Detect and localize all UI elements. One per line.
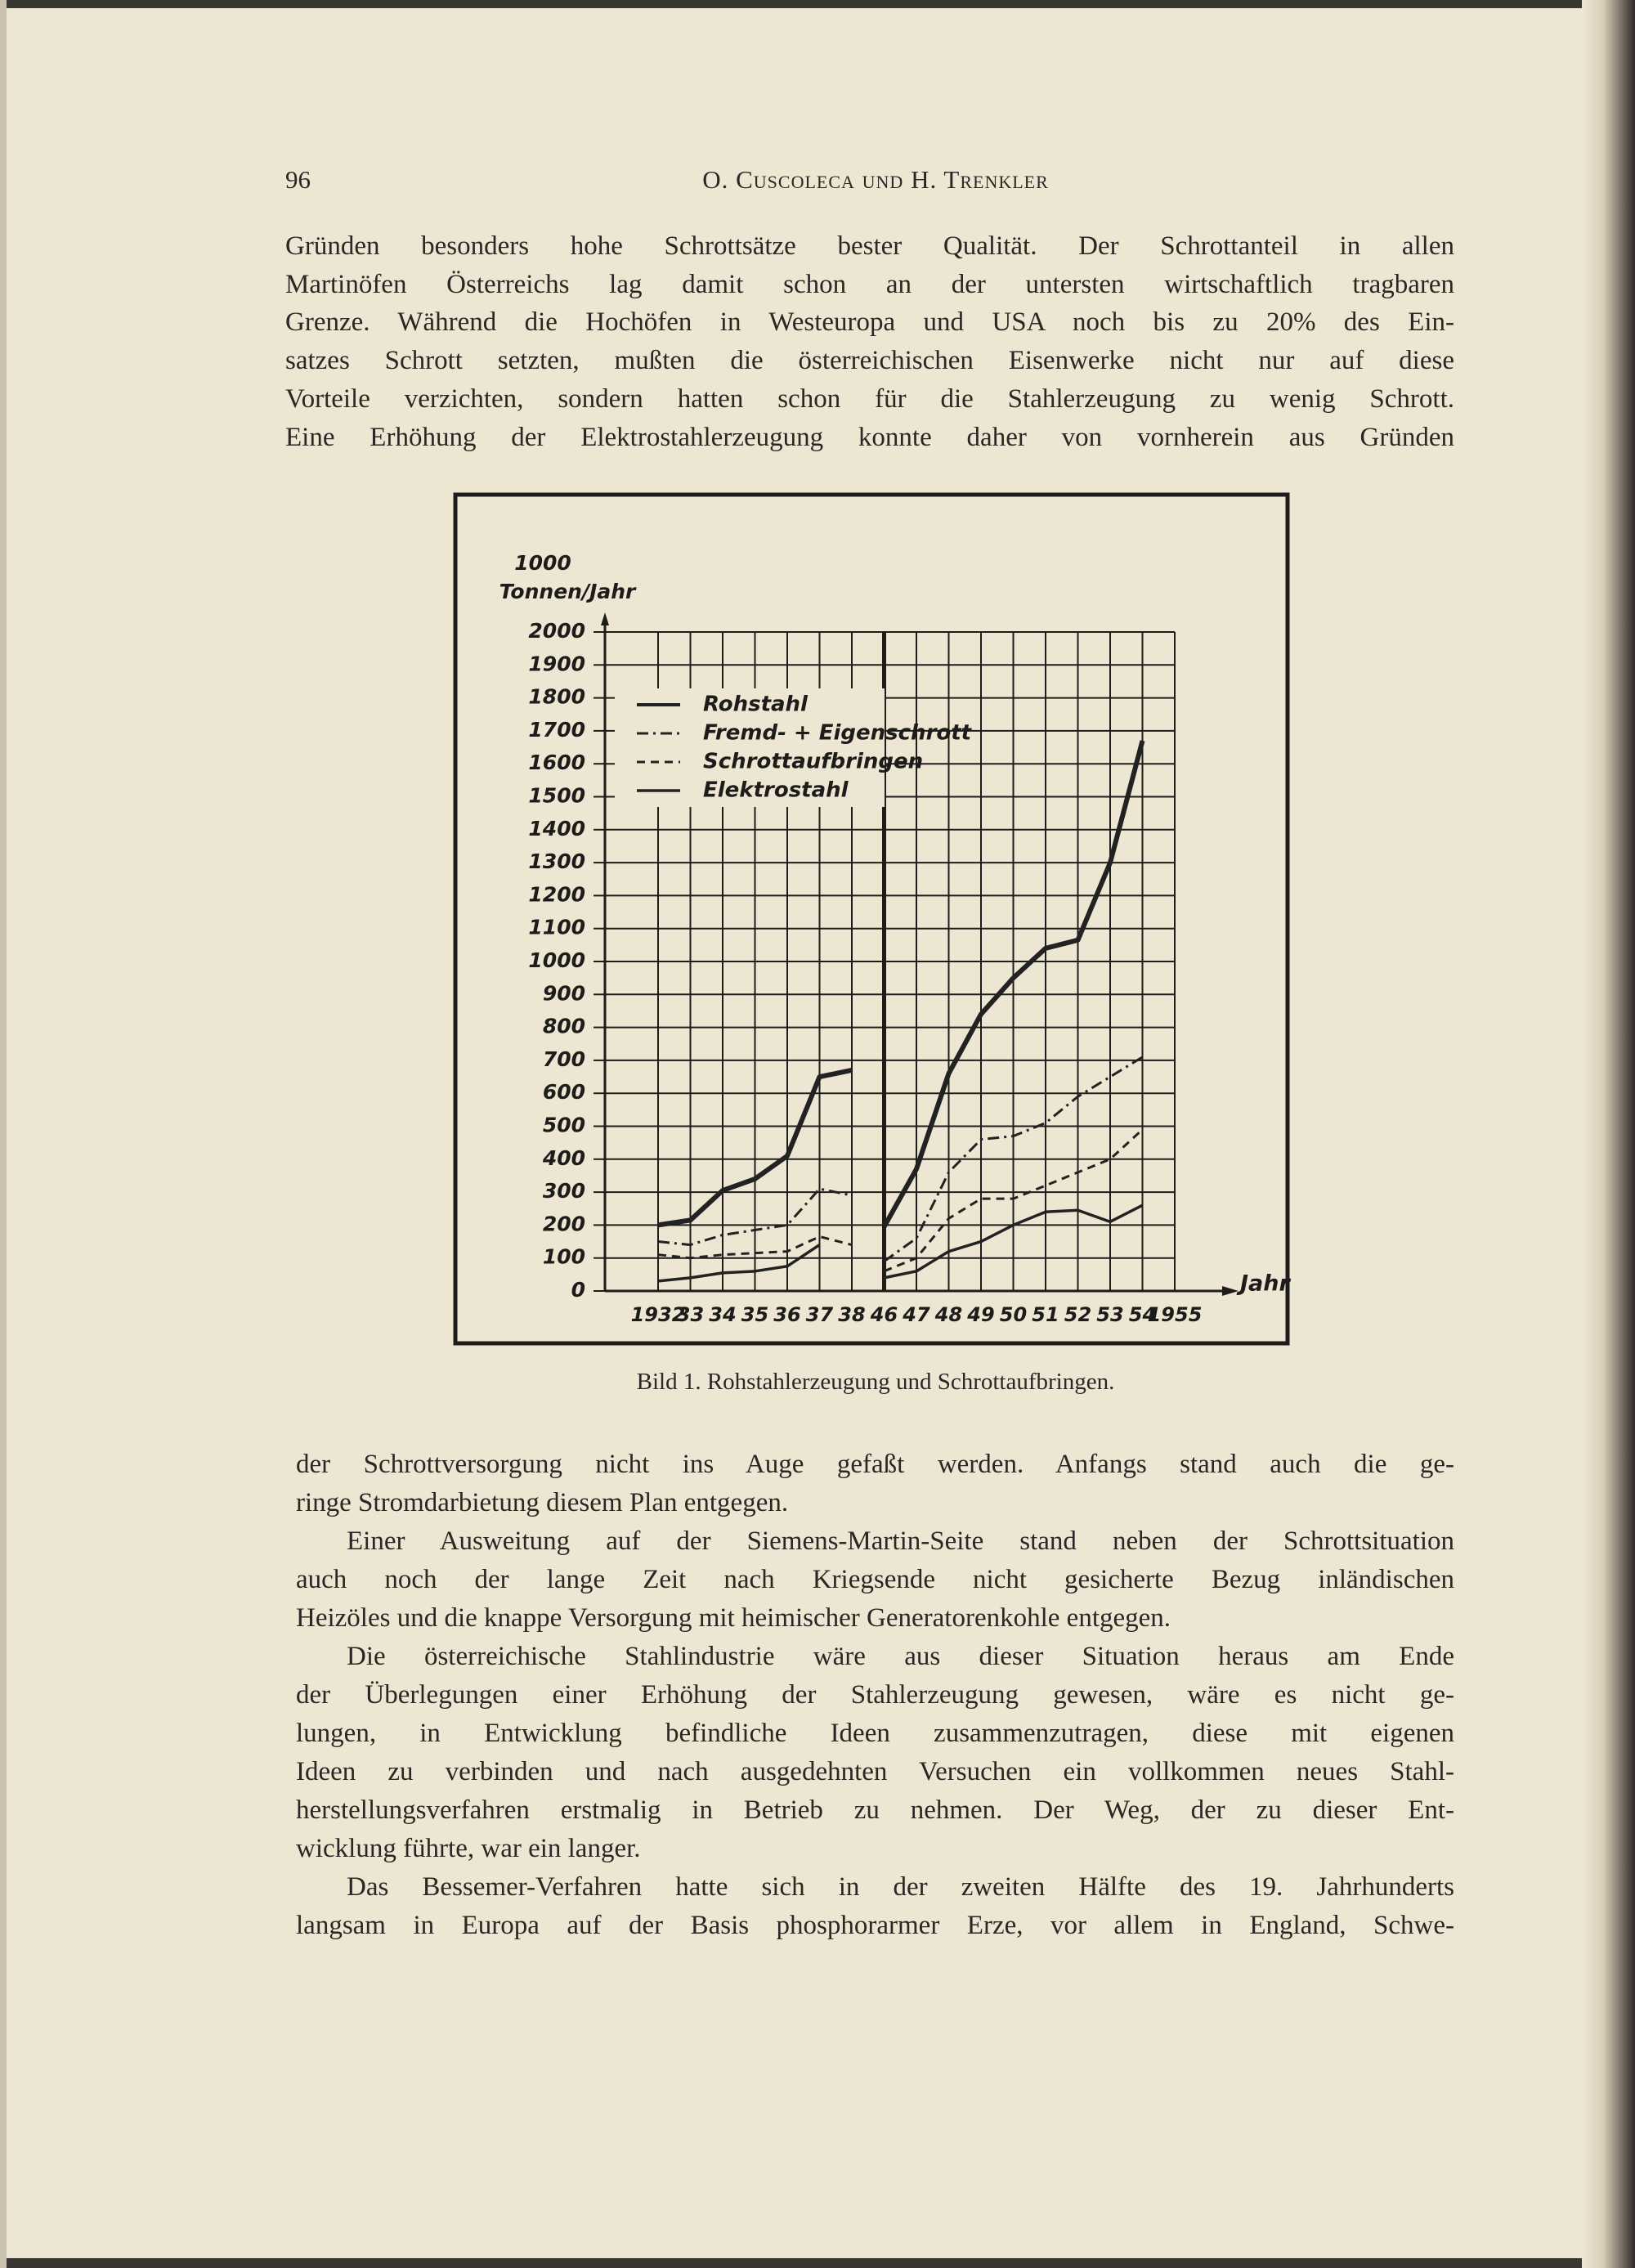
text-line: wicklung führte, war ein langer. — [296, 1834, 641, 1863]
scan-edge — [0, 0, 1635, 8]
x-tick-label: 35 — [741, 1303, 768, 1326]
y-tick-label: 1900 — [528, 652, 585, 675]
y-tick-label: 1200 — [528, 882, 585, 906]
series-line — [657, 1187, 853, 1247]
y-tick-label: 1600 — [528, 751, 585, 774]
x-tick-label: 51 — [1032, 1303, 1059, 1326]
x-tick-label: 33 — [677, 1303, 704, 1326]
text-line: Das Bessemer-Verfahren hatte sich in der… — [347, 1872, 1454, 1902]
legend-label: Schrottaufbringen — [703, 750, 923, 774]
x-tick-label: 38 — [838, 1303, 865, 1326]
x-tick-label: 53 — [1096, 1303, 1123, 1326]
x-tick-label: 48 — [934, 1303, 962, 1326]
x-tick-label: 46 — [870, 1303, 898, 1326]
legend-label: Fremd- + Eigenschrott — [703, 721, 973, 746]
y-tick-label: 200 — [543, 1212, 585, 1235]
x-tick-label: 37 — [806, 1303, 834, 1326]
text-line: Die österreichische Stahlindustrie wäre … — [347, 1642, 1454, 1671]
text-line: der Schrottversorgung nicht ins Auge gef… — [296, 1450, 1454, 1479]
text-line: Vorteile verzichten, sondern hatten scho… — [285, 383, 1454, 414]
x-tick-label: 49 — [966, 1303, 994, 1326]
x-axis-label: Jahr — [1236, 1271, 1291, 1297]
series-line — [883, 1128, 1144, 1273]
page-number: 96 — [285, 165, 311, 194]
text-line: langsam in Europa auf der Basis phosphor… — [296, 1911, 1454, 1940]
figure-caption: Bild 1. Rohstahlerzeugung und Schrottauf… — [636, 1369, 1115, 1395]
text-line: lungen, in Entwicklung befindliche Ideen… — [296, 1719, 1454, 1748]
series-line — [884, 1203, 1144, 1280]
scan-edge — [0, 2258, 1635, 2268]
series-line — [657, 1068, 853, 1228]
series-line — [657, 1235, 853, 1260]
x-tick-label: 52 — [1064, 1303, 1091, 1326]
y-tick-label: 1400 — [528, 817, 585, 840]
figure-frame — [453, 492, 1290, 1346]
y-tick-label: 100 — [543, 1245, 585, 1269]
text-line: Grenze. Während die Hochöfen in Westeuro… — [285, 307, 1454, 338]
y-axis-arrow — [601, 612, 609, 625]
x-tick-label: 1955 — [1148, 1303, 1203, 1326]
x-tick-label: 34 — [709, 1303, 736, 1326]
x-tick-label: 50 — [1000, 1303, 1027, 1326]
legend-label: Elektrostahl — [703, 778, 849, 803]
y-tick-label: 2000 — [528, 619, 585, 643]
y-tick-label: 1100 — [528, 916, 585, 939]
y-tick-label: 1300 — [528, 849, 585, 873]
series-line — [881, 740, 1145, 1228]
text-line: Martinöfen Österreichs lag damit schon a… — [285, 269, 1454, 299]
y-tick-label: 1700 — [528, 718, 585, 742]
text-line: herstellungsverfahren erstmalig in Betri… — [296, 1795, 1454, 1825]
y-axis-unit: 1000 — [514, 551, 571, 575]
text-line: der Überlegungen einer Erhöhung der Stah… — [296, 1680, 1454, 1710]
book-spine — [1582, 0, 1635, 2268]
y-axis-label: Tonnen/Jahr — [499, 580, 637, 603]
y-tick-label: 500 — [543, 1114, 585, 1137]
legend-label: Rohstahl — [703, 693, 809, 717]
legend-background — [615, 688, 885, 807]
y-tick-label: 900 — [543, 981, 585, 1005]
text-line: Eine Erhöhung der Elektrostahlerzeugung … — [285, 422, 1454, 452]
y-tick-label: 800 — [543, 1015, 585, 1038]
running-title: O. Cuscoleca und H. Trenkler — [702, 165, 1049, 194]
y-tick-label: 1800 — [528, 685, 585, 709]
x-tick-label: 54 — [1129, 1303, 1156, 1326]
series-line — [657, 1244, 821, 1283]
scan-edge — [0, 0, 7, 2268]
y-tick-label: 1000 — [528, 948, 585, 972]
x-axis-arrow — [1222, 1286, 1239, 1296]
y-tick-label: 1500 — [528, 784, 585, 808]
text-line: Einer Ausweitung auf der Siemens-Martin-… — [347, 1526, 1454, 1556]
x-tick-label: 1932 — [631, 1303, 686, 1326]
y-tick-label: 400 — [542, 1146, 585, 1170]
text-line: Heizöles und die knappe Versorgung mit h… — [296, 1603, 1171, 1633]
text-line: satzes Schrott setzten, mußten die öster… — [285, 346, 1454, 376]
text-line: Gründen besonders hohe Schrottsätze best… — [285, 231, 1454, 261]
x-tick-label: 36 — [773, 1303, 800, 1326]
text-line: auch noch der lange Zeit nach Kriegsende… — [296, 1565, 1454, 1594]
y-tick-label: 600 — [543, 1080, 585, 1104]
y-tick-label: 300 — [543, 1179, 585, 1203]
y-tick-label: 700 — [543, 1047, 585, 1071]
text-line: Ideen zu verbinden und nach ausgedehnten… — [296, 1757, 1454, 1786]
x-tick-label: 47 — [902, 1303, 930, 1326]
text-line: ringe Stromdarbietung diesem Plan entgeg… — [296, 1488, 789, 1517]
series-line — [883, 1056, 1144, 1262]
y-tick-label: 0 — [571, 1278, 585, 1302]
